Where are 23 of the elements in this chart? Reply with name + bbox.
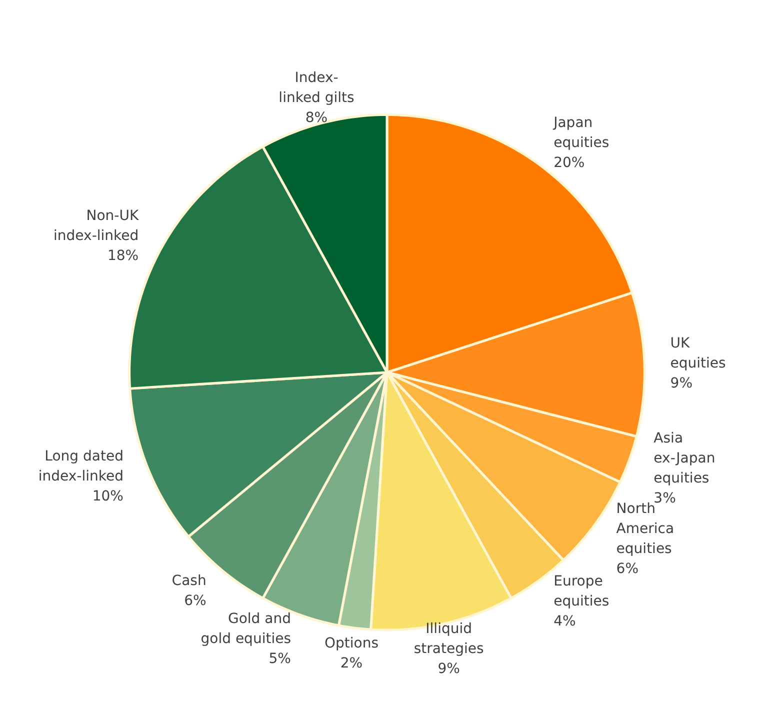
slice-label: Cash bbox=[172, 572, 206, 589]
slice-label: Gold and gold equities bbox=[200, 611, 291, 648]
slice-label: Japan equities bbox=[552, 115, 610, 152]
data-label: 20% bbox=[554, 155, 585, 172]
data-label: 5% bbox=[268, 651, 291, 668]
data-label: 3% bbox=[654, 490, 676, 506]
slice-label: Non-UK index-linked bbox=[54, 208, 140, 244]
data-label: 18% bbox=[108, 248, 139, 264]
data-label: 9% bbox=[670, 375, 693, 392]
slice-label: Illiquid strategies bbox=[414, 620, 484, 657]
slice-label: Options bbox=[324, 636, 378, 652]
slice-label: UK equities bbox=[670, 335, 726, 372]
data-label: 4% bbox=[554, 614, 576, 630]
data-label: 8% bbox=[305, 110, 328, 126]
data-label: 6% bbox=[184, 592, 206, 609]
data-label: 2% bbox=[340, 656, 363, 672]
data-label: 10% bbox=[92, 488, 124, 505]
slice-label: Asia ex-Japan equities bbox=[654, 430, 716, 486]
data-label: 9% bbox=[438, 660, 460, 677]
data-label: 6% bbox=[616, 560, 639, 577]
slice-label: Index- linked gilts bbox=[278, 70, 354, 106]
slice-label: Europe equities bbox=[554, 574, 610, 610]
slice-label: Long dated index-linked bbox=[38, 448, 124, 485]
